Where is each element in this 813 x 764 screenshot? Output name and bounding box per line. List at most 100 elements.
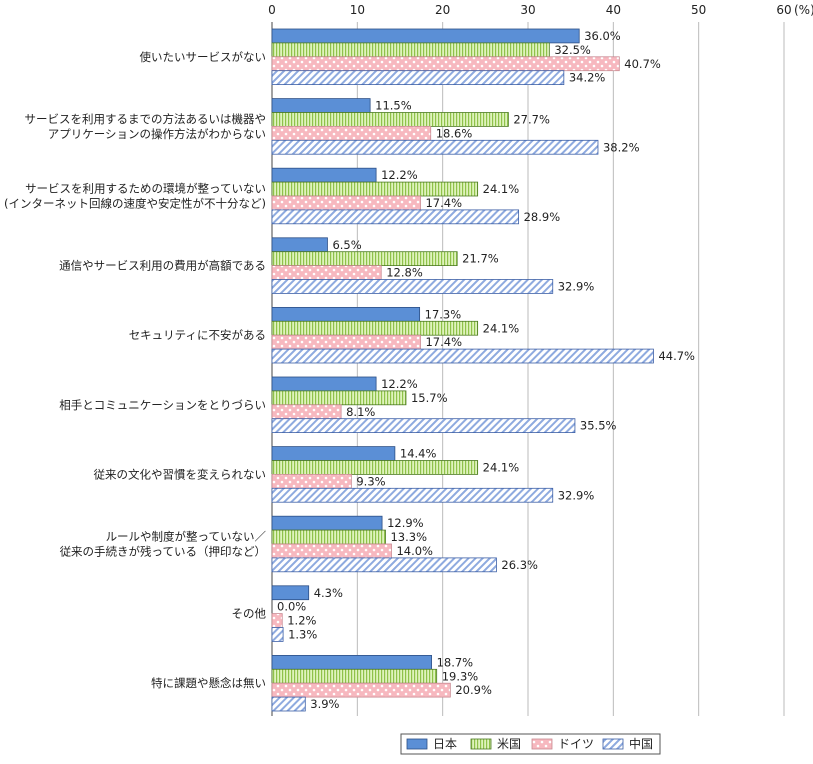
bar-米国-4 bbox=[271, 320, 479, 336]
bar-米国-0 bbox=[271, 42, 550, 58]
data-label: 18.6% bbox=[436, 126, 473, 140]
legend-swatch-日本 bbox=[406, 738, 428, 750]
bar-ドイツ-7 bbox=[271, 543, 392, 559]
legend-label: 中国 bbox=[629, 736, 653, 751]
bar-中国-6 bbox=[271, 487, 554, 503]
bar-米国-5 bbox=[271, 390, 407, 406]
data-label: 14.0% bbox=[396, 544, 433, 558]
data-label: 38.2% bbox=[603, 140, 640, 154]
bar-ドイツ-3 bbox=[271, 265, 382, 280]
legend-label: 米国 bbox=[497, 737, 521, 751]
bar-中国-2 bbox=[271, 209, 520, 225]
category-label: セキュリティに不安がある bbox=[129, 328, 266, 342]
data-label: 14.4% bbox=[400, 447, 437, 461]
data-label: 26.3% bbox=[501, 558, 538, 572]
bar-米国-6 bbox=[271, 460, 479, 475]
bar-日本-6 bbox=[271, 446, 396, 461]
data-label: 12.9% bbox=[387, 516, 424, 530]
bar-米国-9 bbox=[271, 668, 438, 684]
bar-日本-2 bbox=[271, 167, 377, 183]
category-label: (インターネット回線の速度や安定性が不十分など) bbox=[4, 197, 266, 211]
bar-ドイツ-0 bbox=[271, 56, 620, 72]
data-label: 24.1% bbox=[483, 460, 520, 474]
bar-日本-3 bbox=[271, 237, 328, 253]
bar-中国-5 bbox=[271, 418, 576, 434]
bar-中国-8 bbox=[271, 627, 284, 642]
bar-ドイツ-6 bbox=[271, 473, 352, 489]
data-label: 18.7% bbox=[437, 655, 474, 669]
data-label: 3.9% bbox=[310, 697, 339, 711]
category-label: アプリケーションの操作方法がわからない bbox=[48, 127, 266, 141]
bars bbox=[271, 28, 654, 712]
data-label: 36.0% bbox=[584, 29, 621, 43]
bar-ドイツ-2 bbox=[271, 195, 421, 211]
data-label: 28.9% bbox=[524, 210, 561, 224]
category-label: 使いたいサービスがない bbox=[140, 50, 267, 64]
legend-label: 日本 bbox=[433, 737, 457, 751]
bar-中国-3 bbox=[271, 279, 554, 294]
x-tick-label: 60 bbox=[776, 3, 791, 17]
bar-中国-9 bbox=[271, 696, 306, 712]
data-label: 34.2% bbox=[569, 71, 606, 85]
bar-ドイツ-9 bbox=[271, 682, 451, 698]
data-label: 32.9% bbox=[558, 488, 595, 502]
bar-中国-1 bbox=[271, 139, 599, 155]
bar-日本-9 bbox=[271, 655, 432, 670]
data-label: 9.3% bbox=[356, 474, 385, 488]
bar-日本-1 bbox=[271, 98, 371, 113]
data-label: 6.5% bbox=[332, 238, 361, 252]
data-label: 1.3% bbox=[288, 627, 317, 641]
value-labels: 36.0%32.5% 40.7% 34.2% 11.5% 27.7% 18.6% 38.2%… bbox=[277, 29, 695, 711]
x-unit-label: (%) bbox=[794, 3, 813, 17]
legend-box bbox=[400, 733, 661, 755]
data-label: 11.5% bbox=[375, 99, 412, 113]
category-label: サービスを利用するための環境が整っていない bbox=[25, 182, 266, 196]
bar-ドイツ-5 bbox=[271, 404, 342, 420]
bar-米国-2 bbox=[271, 181, 479, 197]
category-label: 従来の手続きが残っている（押印など） bbox=[60, 545, 266, 559]
data-label: 17.4% bbox=[425, 335, 462, 349]
data-label: 4.3% bbox=[314, 586, 343, 600]
category-labels: 使いたいサービスがないサービスを利用するまでの方法あるいは機器やアプリケーション… bbox=[4, 50, 266, 690]
data-label: 13.3% bbox=[390, 530, 427, 544]
data-label: 12.2% bbox=[381, 168, 418, 182]
data-label: 44.7% bbox=[658, 349, 695, 363]
bar-中国-7 bbox=[271, 557, 497, 573]
x-axis: 0 10 20 30 40 50 60 (%) bbox=[268, 3, 813, 17]
legend-swatch-米国 bbox=[470, 738, 492, 750]
bar-日本-0 bbox=[271, 28, 580, 44]
data-label: 0.0% bbox=[277, 600, 306, 614]
legend-swatch-ドイツ bbox=[531, 738, 553, 750]
data-label: 15.7% bbox=[411, 391, 448, 405]
data-label: 8.1% bbox=[346, 405, 375, 419]
legend-swatch-中国 bbox=[602, 738, 624, 750]
legend-label: ドイツ bbox=[558, 737, 594, 751]
data-label: 12.2% bbox=[381, 377, 418, 391]
bar-ドイツ-4 bbox=[271, 334, 421, 350]
x-tick-label: 10 bbox=[350, 3, 365, 17]
data-label: 24.1% bbox=[483, 182, 520, 196]
data-label: 20.9% bbox=[455, 683, 492, 697]
data-label: 21.7% bbox=[462, 252, 499, 266]
legend: 日本 米国 ドイツ 中国 bbox=[400, 733, 661, 755]
bar-ドイツ-1 bbox=[271, 126, 432, 141]
data-label: 12.8% bbox=[386, 266, 423, 280]
bar-日本-4 bbox=[271, 306, 421, 322]
bar-日本-8 bbox=[271, 585, 310, 601]
bar-中国-4 bbox=[271, 348, 654, 364]
bar-米国-1 bbox=[271, 112, 509, 127]
x-tick-label: 0 bbox=[268, 3, 276, 17]
data-label: 19.3% bbox=[442, 669, 479, 683]
category-label: 通信やサービス利用の費用が高額である bbox=[59, 259, 266, 273]
data-label: 35.5% bbox=[580, 419, 617, 433]
bar-中国-0 bbox=[271, 70, 565, 85]
category-label: サービスを利用するまでの方法あるいは機器や bbox=[25, 112, 267, 126]
data-label: 24.1% bbox=[483, 321, 520, 335]
category-label: 従来の文化や習慣を変えられない bbox=[94, 467, 267, 481]
category-label: 特に課題や懸念は無い bbox=[151, 676, 266, 690]
bar-米国-3 bbox=[271, 251, 458, 266]
data-label: 32.5% bbox=[554, 43, 591, 57]
category-label: ルールや制度が整っていない／ bbox=[106, 530, 267, 544]
data-label: 40.7% bbox=[624, 57, 661, 71]
